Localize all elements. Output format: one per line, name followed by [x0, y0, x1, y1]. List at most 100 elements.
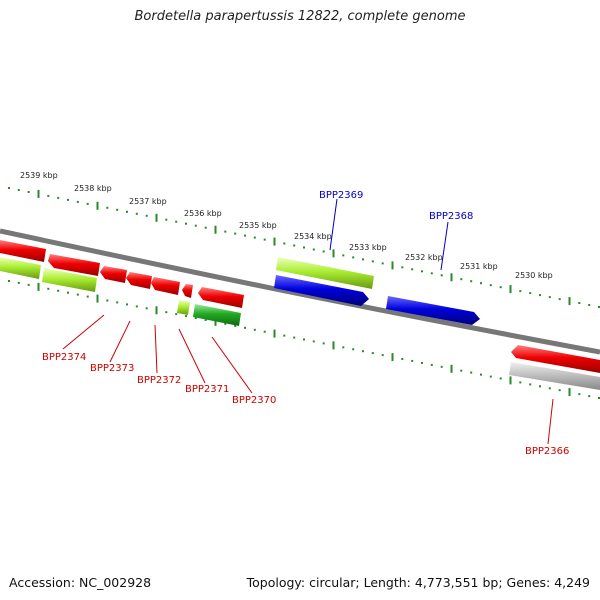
gene-label-bpp2366[interactable]: BPP2366 — [525, 446, 569, 457]
gene-arrow[interactable] — [193, 304, 241, 326]
scale-dot — [175, 313, 178, 316]
scale-label: 2533 kbp — [349, 243, 387, 252]
scale-dot — [126, 210, 128, 213]
scale-dot — [293, 244, 296, 247]
gene-arrow-grey[interactable] — [509, 362, 600, 390]
scale-dot — [352, 348, 355, 351]
scale-dot — [135, 305, 138, 308]
scale-dot — [548, 387, 551, 390]
genome-summary: Topology: circular; Length: 4,773,551 bp… — [246, 575, 590, 590]
scale-dot — [411, 359, 414, 362]
scale-dot — [194, 317, 197, 320]
gene-arrow-bpp2368[interactable] — [386, 296, 480, 325]
scale-tick — [391, 353, 394, 362]
gene-arrows-right[interactable] — [509, 345, 600, 390]
gene-arrow[interactable] — [177, 300, 190, 315]
scale-dot — [401, 358, 404, 360]
scale-dot — [67, 198, 69, 201]
scale-dot — [362, 258, 364, 261]
gene-label-bpp2369[interactable]: BPP2369 — [319, 190, 363, 201]
gene-arrow-blue[interactable] — [274, 275, 369, 306]
gene-label-bpp2374[interactable]: BPP2374 — [42, 352, 86, 363]
gene-arrows-middle[interactable] — [274, 257, 480, 325]
scale-track-top — [8, 187, 600, 308]
scale-dot — [312, 340, 315, 343]
scale-dot — [440, 365, 443, 368]
scale-tick — [332, 341, 335, 350]
scale-labels: 2539 kbp 2538 kbp 2537 kbp 2536 kbp 2535… — [20, 171, 553, 280]
scale-dot — [47, 194, 50, 197]
scale-dot — [489, 375, 492, 378]
gene-arrow[interactable] — [100, 266, 127, 283]
scale-dot — [76, 293, 79, 296]
scale-dot — [8, 280, 10, 282]
gene-arrow[interactable] — [182, 284, 193, 298]
scale-dot — [303, 338, 305, 341]
scale-dot — [322, 250, 325, 253]
scale-dot — [234, 324, 237, 327]
scale-dot — [185, 315, 187, 318]
scale-dot — [529, 292, 532, 295]
scale-tick — [37, 282, 40, 291]
gene-arrow[interactable] — [126, 272, 152, 289]
gene-arrow[interactable] — [151, 277, 180, 295]
scale-dot — [165, 218, 168, 221]
scale-label: 2538 kbp — [74, 184, 112, 193]
scale-dot — [185, 222, 187, 225]
gene-arrow[interactable] — [48, 254, 100, 276]
scale-dot — [430, 363, 433, 366]
scale-dot — [371, 260, 374, 263]
gene-label-bpp2368[interactable]: BPP2368 — [429, 211, 473, 222]
scale-label: 2532 kbp — [405, 253, 443, 262]
scale-tick — [332, 249, 335, 258]
map-title: Bordetella parapertussis 12822, complete… — [134, 9, 466, 24]
scale-dot — [57, 289, 60, 292]
gene-label-bpp2372[interactable]: BPP2372 — [137, 375, 181, 386]
gene-arrows-green-left[interactable] — [0, 257, 241, 326]
gene-label-bpp2373[interactable]: BPP2373 — [90, 363, 134, 374]
gene-labels-top: BPP2369 BPP2368 — [319, 190, 473, 222]
gene-label-bpp2371[interactable]: BPP2371 — [185, 384, 229, 395]
scale-dot — [322, 342, 325, 345]
scale-dot — [145, 307, 148, 310]
scale-dot — [27, 283, 30, 286]
gene-arrow[interactable] — [0, 240, 46, 262]
scale-dot — [135, 212, 138, 215]
scale-dot — [519, 290, 522, 293]
gene-arrow[interactable] — [42, 268, 97, 292]
gene-arrow-bpp2366[interactable] — [511, 345, 600, 373]
scale-dot — [17, 189, 20, 191]
scale-dot — [165, 311, 168, 314]
scale-dot — [598, 306, 600, 308]
scale-dot — [303, 246, 305, 249]
scale-dot — [480, 373, 482, 376]
scale-dot — [27, 191, 30, 193]
label-leader-lines-red — [62, 314, 554, 445]
scale-dot — [224, 322, 227, 325]
scale-dot — [145, 214, 148, 217]
scale-dot — [293, 336, 296, 339]
scale-dot — [352, 256, 355, 259]
gene-label-bpp2370[interactable]: BPP2370 — [232, 395, 276, 406]
scale-dot — [578, 302, 581, 304]
scale-dot — [194, 224, 197, 227]
gene-arrow-bpp2369[interactable] — [276, 257, 374, 289]
scale-dot — [204, 226, 207, 229]
gene-labels-bottom: BPP2374 BPP2373 BPP2372 BPP2371 BPP2370 … — [42, 352, 569, 457]
scale-dot — [175, 220, 178, 223]
gene-arrows-red-left[interactable] — [0, 240, 244, 308]
scale-dot — [342, 254, 345, 257]
scale-label: 2531 kbp — [460, 262, 498, 271]
scale-dot — [558, 389, 561, 392]
scale-dot — [548, 296, 551, 299]
scale-tick — [509, 376, 512, 385]
scale-dot — [470, 371, 473, 374]
scale-tick — [273, 329, 276, 338]
scale-dot — [57, 196, 60, 199]
scale-tick — [450, 273, 453, 282]
scale-dot — [244, 234, 246, 237]
gene-arrow[interactable] — [0, 257, 41, 279]
scale-dot — [116, 301, 119, 304]
scale-dot — [116, 208, 119, 211]
gene-arrow[interactable] — [198, 287, 244, 308]
